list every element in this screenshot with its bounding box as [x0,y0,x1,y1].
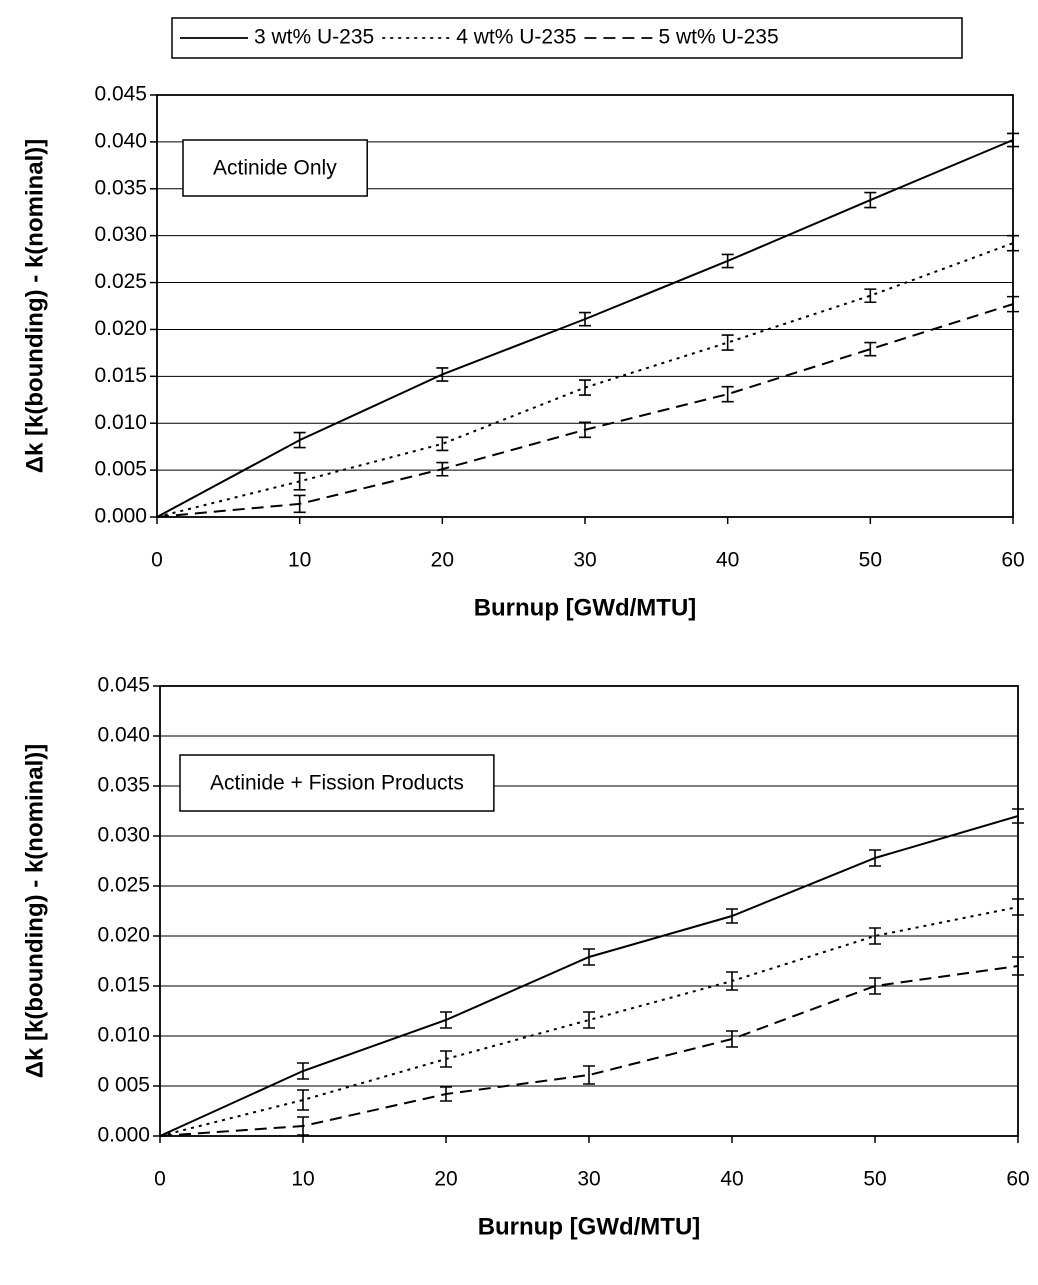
y-axis-title: Δk [k(bounding) - k(nominal)] [21,139,48,474]
error-bar [440,1011,452,1029]
series-line [156,303,1014,518]
annotation: Actinide + Fission Products [210,772,464,795]
y-tick-label: 0.030 [97,824,150,847]
error-bar [869,849,881,867]
legend-label: 5 wt% U-235 [658,26,778,49]
x-tick-label: 50 [859,549,882,572]
x-tick-label: 30 [573,549,596,572]
y-tick-label: 0.025 [97,874,150,897]
y-tick-label: 0.040 [97,724,150,747]
error-bar [726,971,738,991]
error-bar [864,288,877,304]
error-bar [440,1050,452,1068]
y-tick-label: 0.020 [97,924,150,947]
x-tick-label: 20 [434,1168,457,1191]
series-line [159,965,1019,1137]
y-tick-label: 0.015 [94,364,147,387]
legend-label: 4 wt% U-235 [456,26,576,49]
error-bar [1012,898,1024,916]
error-bar [293,431,306,449]
x-axis-title: Burnup [GWd/MTU] [478,1213,701,1240]
x-tick-label: 30 [577,1168,600,1191]
x-tick-label: 20 [431,549,454,572]
error-bar [1007,295,1019,313]
error-bar [440,1086,452,1102]
error-bar [869,927,881,945]
y-tick-label: 0.020 [94,317,147,340]
annotation: Actinide Only [213,157,337,180]
error-bar [583,1011,595,1029]
x-tick-label: 40 [716,549,739,572]
annotation-box [182,139,368,197]
y-tick-label: 0.000 [94,505,147,528]
error-bar [436,436,449,452]
y-tick-label: 0.000 [97,1124,150,1147]
error-bar [579,379,591,396]
y-tick-label: 0.015 [97,974,150,997]
error-bar [721,385,734,403]
error-bar [579,421,591,439]
error-bar [293,472,306,491]
y-tick-label: 0.045 [94,83,147,106]
x-axis-title: Burnup [GWd/MTU] [474,594,697,621]
error-bar [297,1062,309,1080]
y-tick-label: 0.045 [97,674,150,697]
legend-label: 3 wt% U-235 [254,26,374,49]
y-tick-label: 0 005 [97,1074,150,1097]
y-tick-label: 0.040 [94,129,147,152]
legend: 3 wt% U-235 4 wt% U-235 5 wt% U-235 [180,26,779,49]
x-tick-label: 50 [863,1168,886,1191]
error-bar [436,367,449,382]
error-bar [1012,956,1024,976]
series-line [159,815,1019,1137]
error-bar [297,1089,309,1111]
error-bar [293,494,306,514]
y-tick-label: 0.035 [94,176,147,199]
x-tick-label: 60 [1001,549,1024,572]
x-tick-label: 60 [1006,1168,1029,1191]
error-bar [297,1116,309,1136]
y-tick-label: 0.025 [94,270,147,293]
error-bar [1012,808,1024,824]
error-bar [864,191,877,209]
x-tick-label: 10 [288,549,311,572]
error-bar [1007,132,1019,148]
y-tick-label: 0.010 [97,1024,150,1047]
error-bar [721,334,734,351]
x-tick-label: 0 [151,549,163,572]
y-tick-label: 0.035 [97,774,150,797]
y-tick-label: 0.030 [94,223,147,246]
y-tick-label: 0.010 [94,411,147,434]
error-bar [583,1065,595,1085]
annotation-box [179,754,495,812]
x-tick-label: 40 [720,1168,743,1191]
error-bar [1007,234,1019,252]
x-tick-label: 10 [291,1168,314,1191]
y-tick-label: 0.005 [94,458,147,481]
error-bar [726,908,738,924]
error-bar [726,1030,738,1048]
legend-box [171,17,963,59]
x-tick-label: 0 [154,1168,166,1191]
error-bar [721,253,734,269]
error-bar [583,948,595,966]
error-bar [436,461,449,477]
error-bar [579,311,591,327]
error-bar [869,977,881,995]
y-axis-title: Δk [k(bounding) - k(nominal)] [21,744,48,1079]
error-bar [864,341,877,357]
